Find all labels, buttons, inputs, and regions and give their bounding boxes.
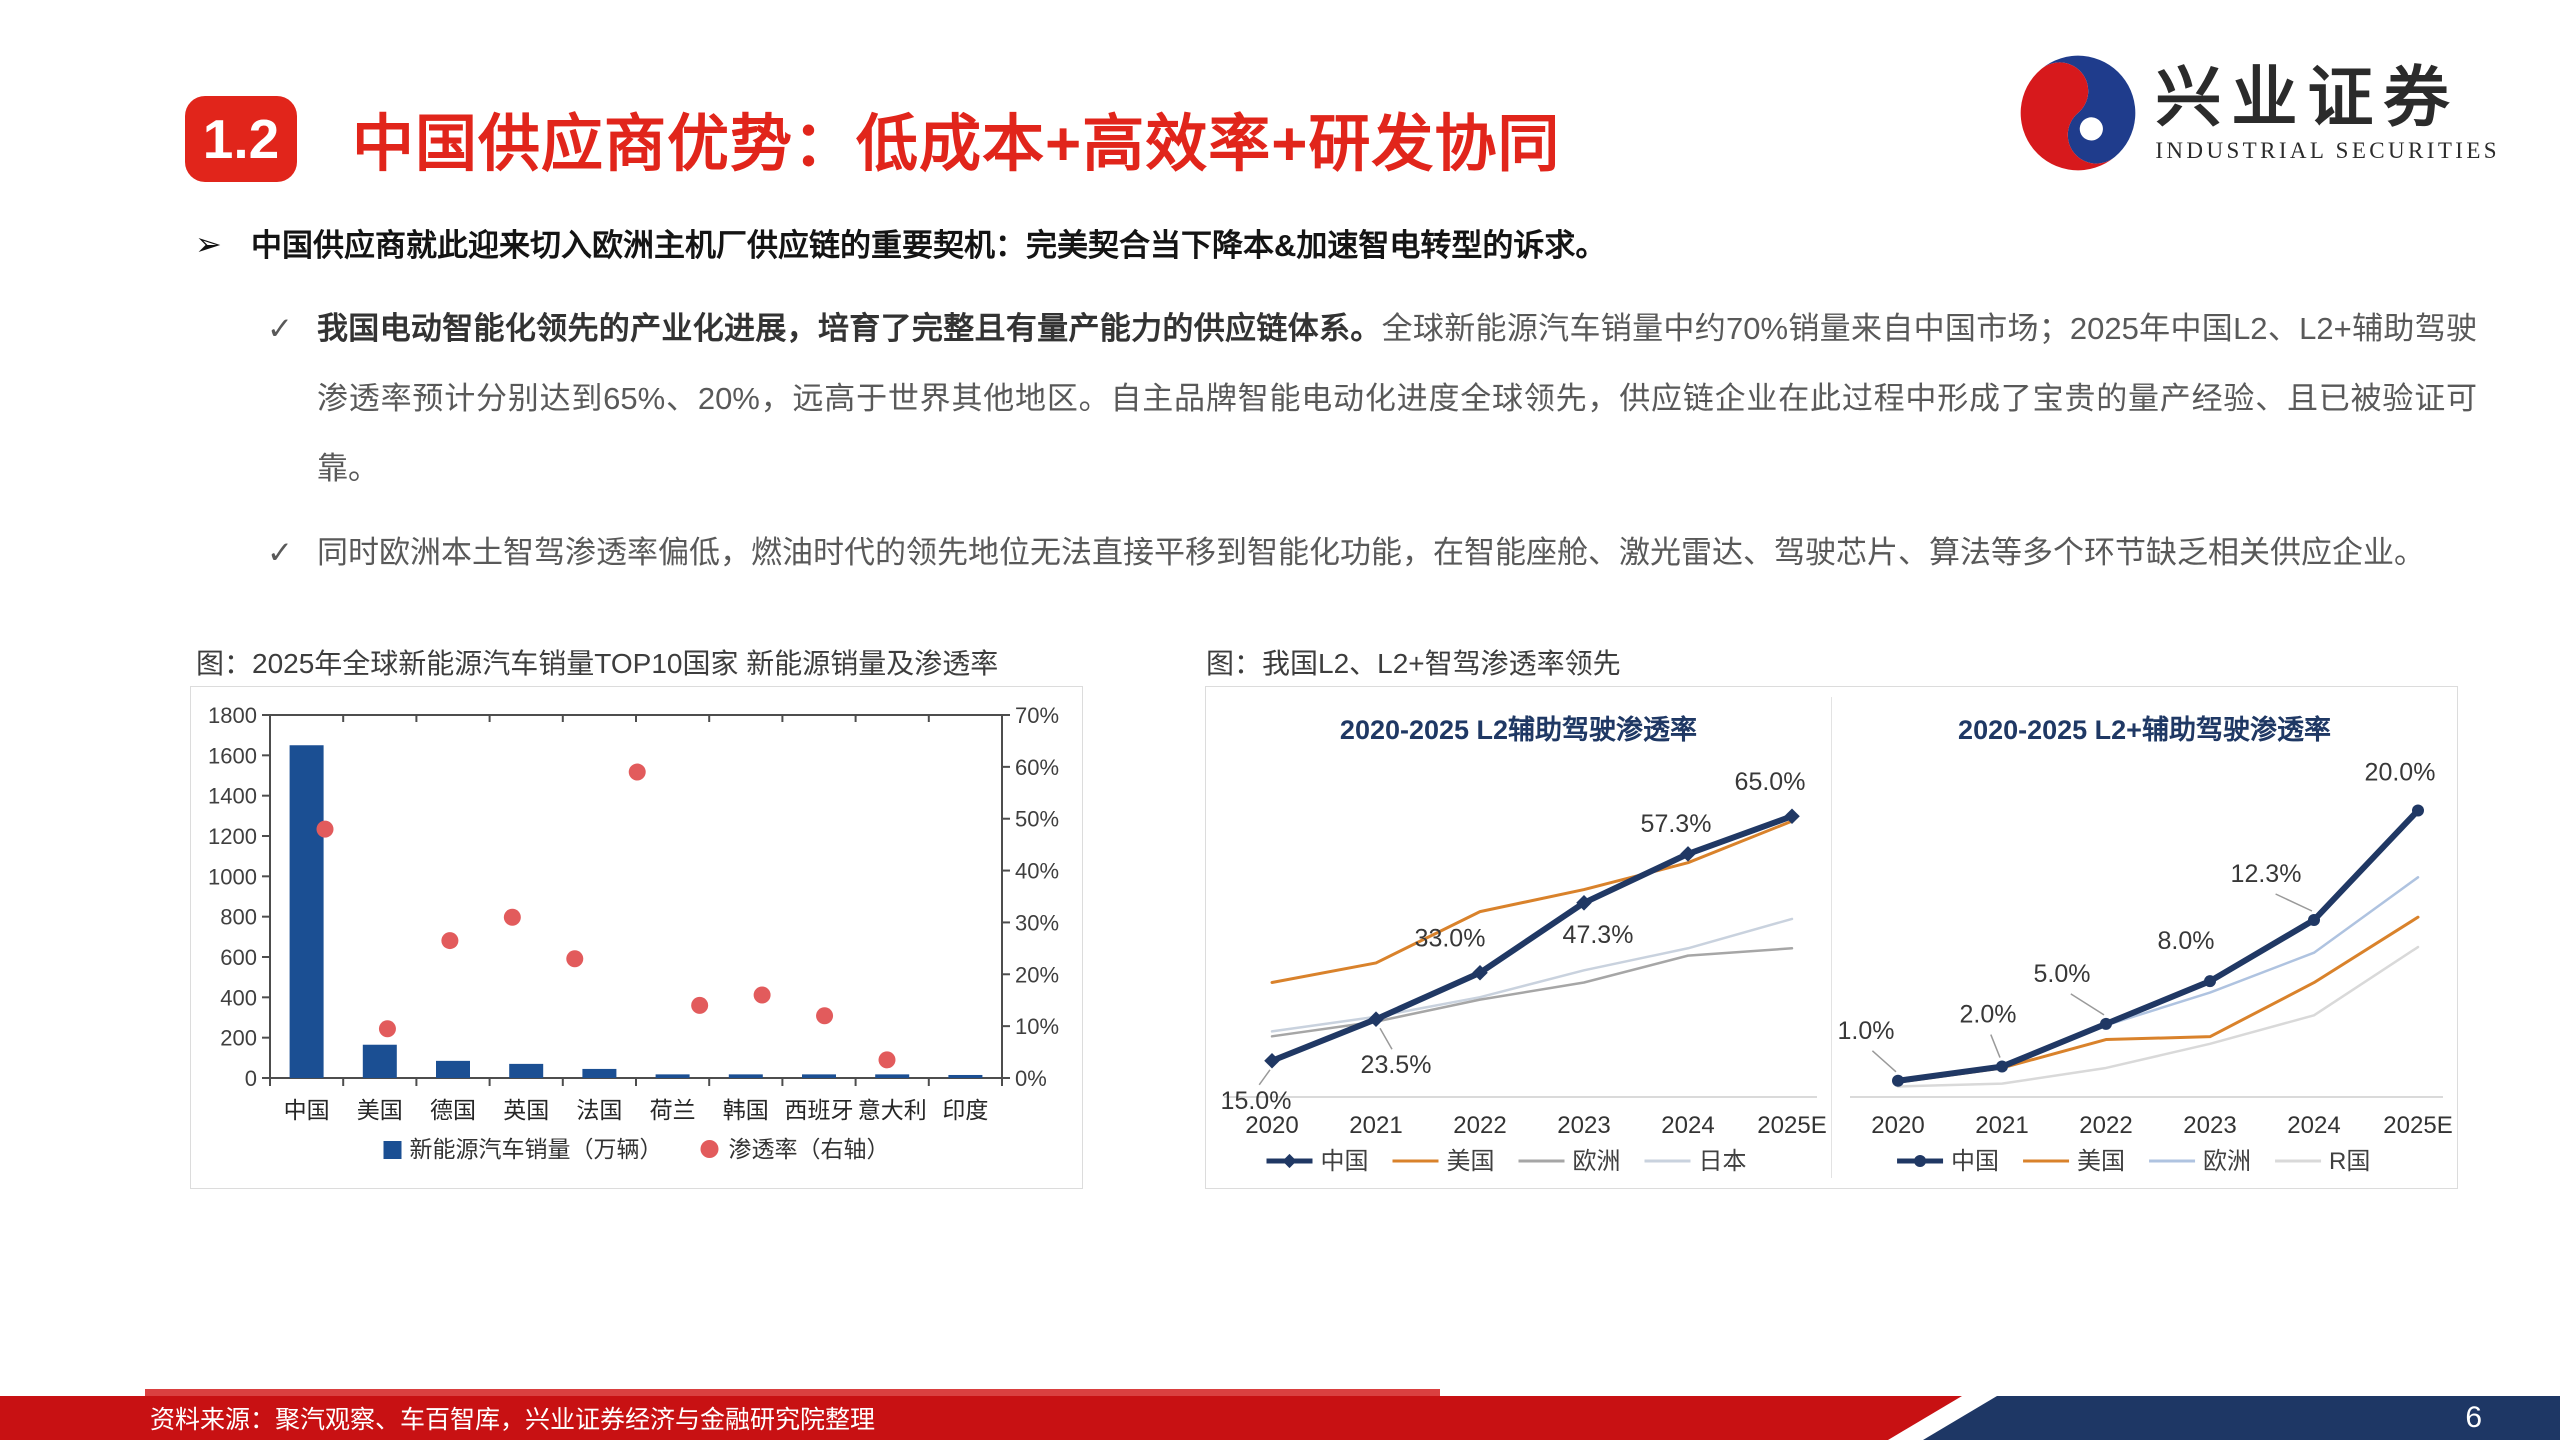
footer-accent-strip: [145, 1389, 1440, 1397]
l2-penetration-chart: 2020-2025 L2辅助驾驶渗透率 15.0% 23.5% 33.0% 47.3% 5…: [1221, 714, 1827, 1175]
svg-text:33.0%: 33.0%: [1415, 925, 1486, 953]
svg-text:40%: 40%: [1015, 859, 1059, 884]
check-icon: ✓: [267, 535, 293, 570]
svg-text:美国: 美国: [2077, 1148, 2125, 1175]
svg-text:中国: 中国: [1321, 1148, 1369, 1175]
line-charts-panel: 2020-2025 L2辅助驾驶渗透率 15.0% 23.5% 33.0% 47.3% 5…: [1205, 686, 2458, 1189]
bullet-list: ➢ 中国供应商就此迎来切入欧洲主机厂供应链的重要契机：完美契合当下降本&加速智电…: [195, 224, 2477, 588]
svg-text:50%: 50%: [1015, 807, 1059, 832]
footer-corner: [1923, 1396, 2560, 1440]
svg-text:2021: 2021: [1349, 1112, 1402, 1139]
svg-text:2025E: 2025E: [1757, 1112, 1826, 1139]
svg-text:美国: 美国: [1447, 1148, 1495, 1175]
panel-divider: [1831, 697, 1832, 1178]
svg-text:2022: 2022: [1453, 1112, 1506, 1139]
ev-sales-penetration-chart: 0 200 400 600 800 1000 1200 1400 1600 1800 0% 10% 20…: [208, 703, 1059, 1162]
brand-swirl-icon: [2021, 55, 2136, 171]
svg-text:西班牙: 西班牙: [785, 1097, 854, 1123]
svg-text:200: 200: [220, 1026, 257, 1051]
bullet-sub-1-rest: 全球新能源汽车销量中约70%销量来自中国市场；2025年中国L2、L2+辅助驾驶…: [317, 311, 2478, 486]
svg-text:新能源汽车销量（万辆）: 新能源汽车销量（万辆）: [410, 1136, 663, 1162]
svg-text:20%: 20%: [1015, 962, 1059, 987]
svg-text:美国: 美国: [357, 1097, 403, 1123]
svg-text:荷兰: 荷兰: [650, 1097, 696, 1123]
bullet-sub-1-bold: 我国电动智能化领先的产业化进展，培育了完整且有量产能力的供应链体系。: [317, 311, 1382, 346]
svg-text:0%: 0%: [1015, 1066, 1047, 1091]
svg-text:渗透率（右轴）: 渗透率（右轴）: [729, 1136, 890, 1162]
page-title: 中国供应商优势：低成本+高效率+研发协同: [352, 110, 1561, 179]
source-note: 资料来源：聚汽观察、车百智库，兴业证券经济与金融研究院整理: [150, 1406, 876, 1434]
svg-text:1000: 1000: [208, 864, 257, 889]
svg-text:47.3%: 47.3%: [1563, 921, 1634, 949]
svg-text:2.0%: 2.0%: [1960, 1001, 2017, 1029]
svg-text:2020: 2020: [1871, 1112, 1924, 1139]
combo-chart-panel: 0 200 400 600 800 1000 1200 1400 1600 1800 0% 10% 20…: [190, 686, 1083, 1189]
svg-text:2024: 2024: [1661, 1112, 1714, 1139]
svg-text:中国: 中国: [1951, 1148, 1999, 1175]
bullet-main-text: 中国供应商就此迎来切入欧洲主机厂供应链的重要契机：完美契合当下降本&加速智电转型…: [251, 228, 1607, 263]
left-figure-caption: 图：2025年全球新能源汽车销量TOP10国家 新能源销量及渗透率: [196, 648, 999, 679]
svg-text:2020-2025 L2辅助驾驶渗透率: 2020-2025 L2辅助驾驶渗透率: [1340, 714, 1697, 745]
svg-text:2025E: 2025E: [2383, 1112, 2452, 1139]
svg-text:印度: 印度: [942, 1097, 988, 1123]
bullet-sub-2-text: 同时欧洲本土智驾渗透率偏低，燃油时代的领先地位无法直接平移到智能化功能，在智能座…: [317, 535, 2425, 570]
svg-text:800: 800: [220, 905, 257, 930]
svg-text:12.3%: 12.3%: [2231, 860, 2302, 888]
svg-text:欧洲: 欧洲: [2203, 1148, 2251, 1175]
svg-text:1200: 1200: [208, 824, 257, 849]
svg-text:英国: 英国: [503, 1097, 549, 1123]
svg-text:2023: 2023: [1557, 1112, 1610, 1139]
svg-text:70%: 70%: [1015, 703, 1059, 728]
brand-wordmark: 兴业证券 INDUSTRIAL SECURITIES: [2155, 62, 2500, 164]
svg-text:60%: 60%: [1015, 755, 1059, 780]
svg-text:意大利: 意大利: [858, 1097, 927, 1123]
check-icon: ✓: [267, 311, 293, 346]
svg-text:20.0%: 20.0%: [2365, 758, 2436, 786]
svg-text:2022: 2022: [2079, 1112, 2132, 1139]
svg-text:2024: 2024: [2287, 1112, 2340, 1139]
svg-text:1400: 1400: [208, 784, 257, 809]
svg-text:德国: 德国: [430, 1097, 476, 1123]
bullet-main: ➢ 中国供应商就此迎来切入欧洲主机厂供应链的重要契机：完美契合当下降本&加速智电…: [195, 224, 2477, 268]
svg-text:8.0%: 8.0%: [2158, 927, 2215, 955]
svg-text:30%: 30%: [1015, 910, 1059, 935]
svg-text:2020-2025 L2+辅助驾驶渗透率: 2020-2025 L2+辅助驾驶渗透率: [1958, 714, 2331, 745]
bullet-sub-1: ✓ 我国电动智能化领先的产业化进展，培育了完整且有量产能力的供应链体系。全球新能…: [267, 294, 2477, 504]
page-number: 6: [2465, 1401, 2482, 1434]
svg-text:1600: 1600: [208, 743, 257, 768]
svg-text:2020: 2020: [1245, 1112, 1298, 1139]
section-badge: 1.2: [185, 96, 297, 182]
svg-text:0: 0: [245, 1066, 257, 1091]
svg-text:2021: 2021: [1975, 1112, 2028, 1139]
svg-text:57.3%: 57.3%: [1641, 810, 1712, 838]
svg-text:R国: R国: [2329, 1148, 2370, 1175]
svg-text:欧洲: 欧洲: [1573, 1148, 1621, 1175]
svg-text:65.0%: 65.0%: [1735, 768, 1806, 796]
svg-text:1.0%: 1.0%: [1838, 1017, 1895, 1045]
svg-text:1800: 1800: [208, 703, 257, 728]
svg-text:15.0%: 15.0%: [1221, 1087, 1292, 1115]
brand-name-cn: 兴业证券: [2155, 62, 2460, 135]
svg-text:2023: 2023: [2183, 1112, 2236, 1139]
svg-text:400: 400: [220, 985, 257, 1010]
right-figure-caption: 图：我国L2、L2+智驾渗透率领先: [1206, 648, 1621, 679]
svg-text:中国: 中国: [284, 1097, 330, 1123]
brand-name-en: INDUSTRIAL SECURITIES: [2155, 138, 2500, 163]
svg-text:日本: 日本: [1699, 1148, 1747, 1175]
svg-text:5.0%: 5.0%: [2034, 960, 2091, 988]
svg-text:600: 600: [220, 945, 257, 970]
footer-source-bar: 资料来源：聚汽观察、车百智库，兴业证券经济与金融研究院整理: [0, 1396, 1962, 1440]
bullet-sub-2: ✓ 同时欧洲本土智驾渗透率偏低，燃油时代的领先地位无法直接平移到智能化功能，在智…: [267, 518, 2477, 588]
l2plus-penetration-chart: 2020-2025 L2+辅助驾驶渗透率 1.0% 2.0% 5.0% 8.0% 12.3…: [1838, 714, 2453, 1175]
svg-text:韩国: 韩国: [723, 1097, 769, 1123]
svg-text:法国: 法国: [576, 1097, 622, 1123]
svg-text:10%: 10%: [1015, 1014, 1059, 1039]
brand-logo: 兴业证券 INDUSTRIAL SECURITIES: [2017, 52, 2500, 174]
arrow-bullet-icon: ➢: [195, 226, 222, 262]
svg-text:23.5%: 23.5%: [1361, 1051, 1432, 1079]
